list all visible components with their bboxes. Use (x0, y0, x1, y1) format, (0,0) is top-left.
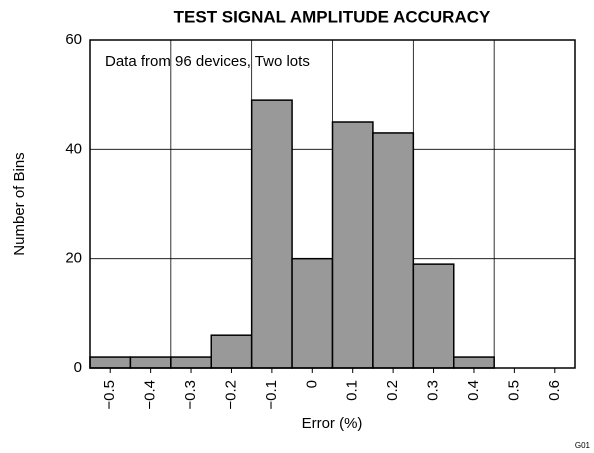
x-tick-label: −0.2 (222, 380, 239, 410)
y-axis-label: Number of Bins (11, 152, 28, 255)
x-tick-label: 0.1 (344, 380, 361, 401)
bar (89, 356, 132, 369)
x-tick-label: −0.3 (182, 380, 199, 410)
chart-title: TEST SIGNAL AMPLITUDE ACCURACY (174, 7, 491, 26)
y-tick-label: 0 (74, 359, 82, 376)
x-tick-label: 0.5 (505, 380, 522, 401)
bar (170, 356, 212, 369)
annotation: Data from 96 devices, Two lots (105, 53, 310, 70)
bar (331, 121, 374, 369)
plot-frame (89, 39, 576, 369)
bar (250, 99, 293, 369)
x-tick-label: −0.5 (101, 380, 118, 410)
bar (453, 356, 495, 369)
footnote: G01 (575, 441, 591, 450)
bar (412, 263, 455, 369)
y-tick-label: 60 (65, 31, 82, 48)
x-tick-label: 0 (303, 380, 320, 388)
x-tick-label: 0.3 (425, 380, 442, 401)
bar (372, 132, 415, 369)
x-axis-label: Error (%) (302, 415, 363, 432)
x-tick-label: 0.6 (546, 380, 563, 401)
bar (210, 334, 253, 369)
y-tick-label: 20 (65, 250, 82, 267)
y-tick-label: 40 (65, 140, 82, 157)
bar (129, 356, 172, 369)
x-tick-label: 0.2 (384, 380, 401, 401)
x-tick-label: 0.4 (465, 380, 482, 401)
x-tick-label: −0.1 (263, 380, 280, 410)
bar (291, 257, 334, 369)
x-tick-label: −0.4 (142, 380, 159, 410)
